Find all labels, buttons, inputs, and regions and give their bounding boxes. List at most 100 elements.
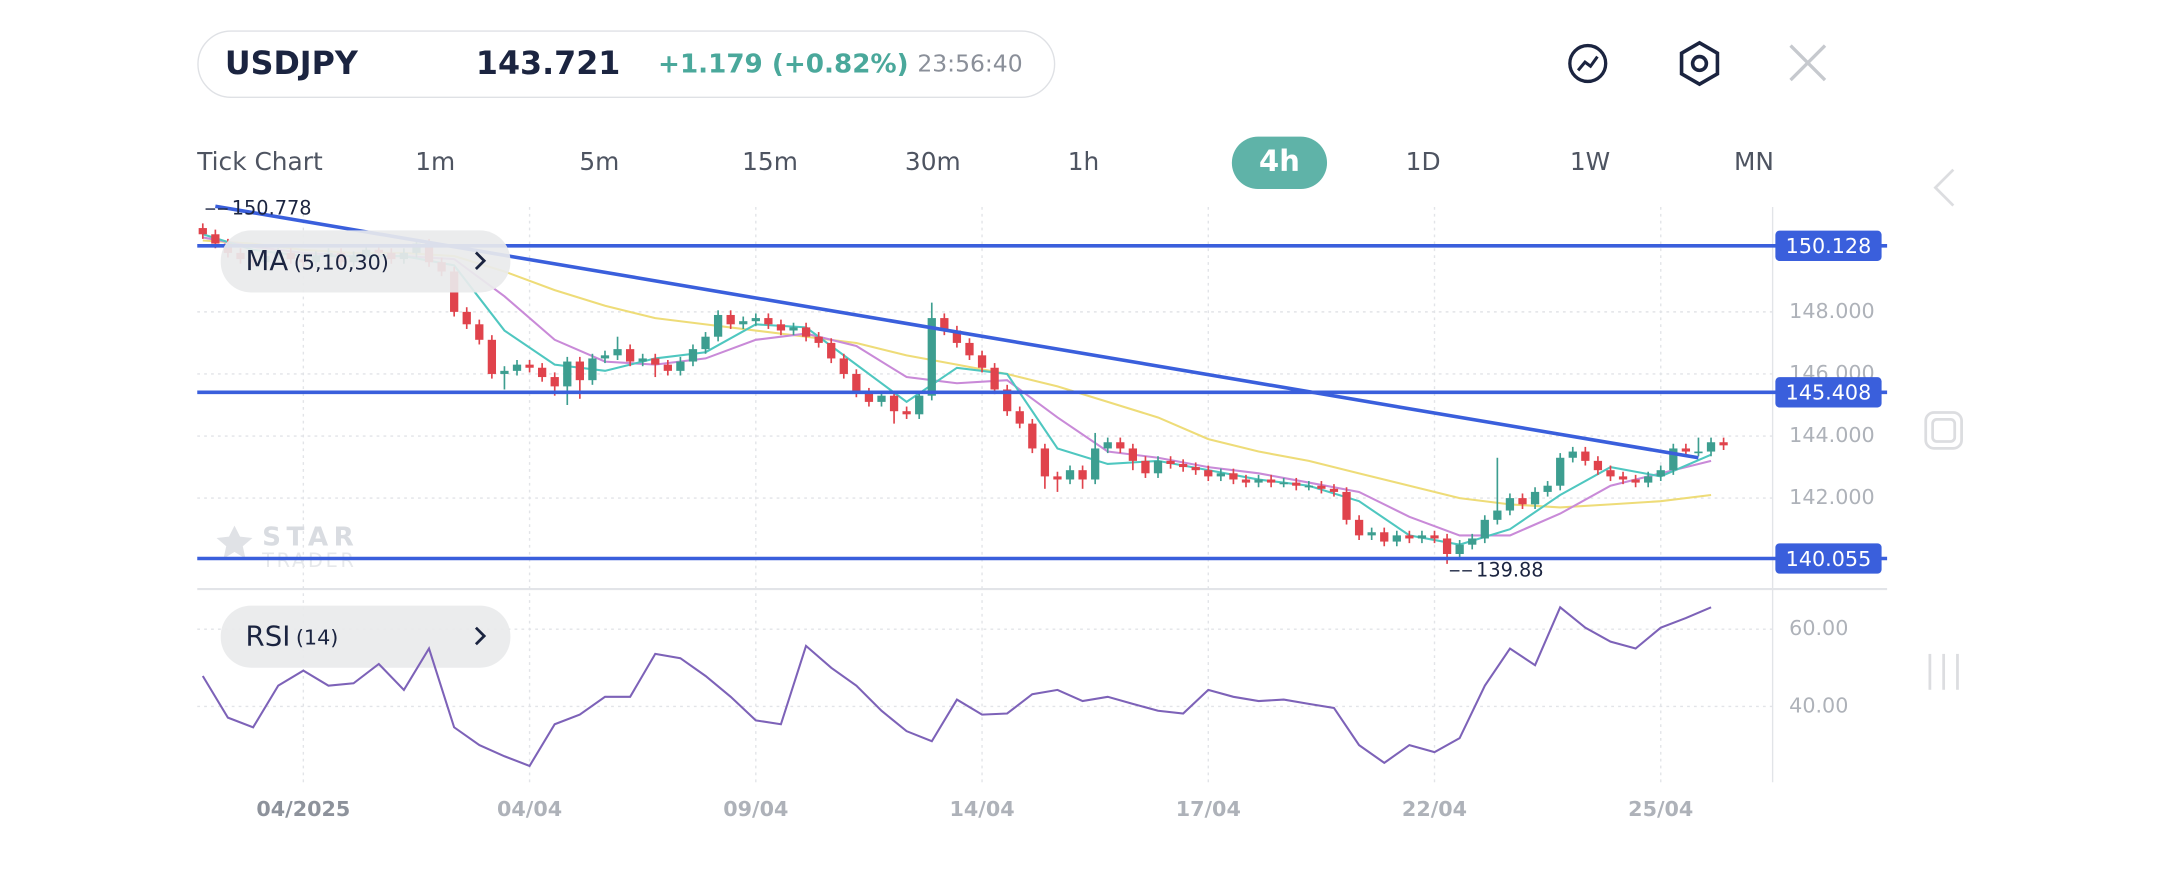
timeframe[interactable]: 1m [415, 147, 455, 176]
candle-body [1719, 442, 1728, 446]
indicator-name: MA [246, 244, 289, 277]
candle-body [1179, 463, 1188, 468]
candle-body [211, 234, 220, 244]
candle-body [1116, 442, 1125, 449]
timeframe-bar: Tick Chart 1m 5m 15m 30m 1h 4h 1D 1W MN [196, 136, 1774, 190]
candle-body [1392, 535, 1401, 542]
quote-bar [197, 30, 1056, 98]
candle-body [1493, 510, 1502, 520]
candle-body [1040, 448, 1050, 477]
candle-body [726, 314, 735, 325]
timeframe[interactable]: 1D [1406, 147, 1441, 176]
change: +1.179 (+0.82%) [658, 49, 909, 79]
candle-body [1166, 460, 1175, 464]
candle-body [827, 342, 836, 359]
candle-body [600, 355, 610, 359]
candle-body [1417, 535, 1427, 539]
active-timeframe-bg [1231, 136, 1328, 190]
time: 23:56:40 [917, 49, 1022, 77]
candle-body [688, 349, 698, 362]
x-tick-label: 09/04 [723, 797, 788, 821]
candle-body [1618, 476, 1628, 480]
candle-body [475, 324, 484, 340]
candle-body [1455, 544, 1464, 554]
candle-body [625, 349, 635, 362]
candle-body [1028, 423, 1037, 449]
indicator-pill[interactable] [220, 230, 511, 293]
candle-body [1442, 538, 1452, 554]
settings-button[interactable] [1679, 40, 1720, 87]
pill-chevron [474, 251, 487, 271]
candle-body [776, 324, 786, 331]
candle-body [1694, 451, 1703, 454]
candle-body [1128, 448, 1138, 461]
candle-body [1342, 491, 1351, 520]
chart: 04/2025 04/04 09/04 14/04 17/04 22/04 25/04 148… [197, 197, 1888, 821]
candle-body [1706, 442, 1716, 452]
candle-body [814, 336, 823, 343]
candle-body [839, 358, 848, 374]
candle-body [525, 364, 534, 368]
indicator-pill[interactable] [220, 605, 511, 668]
candle-body [801, 327, 811, 337]
candle-body [1317, 485, 1326, 489]
watermark: TRADER [261, 549, 357, 572]
symbol: USDJPY [225, 46, 359, 82]
indicator-button[interactable] [1568, 43, 1608, 84]
candle-body [1191, 467, 1200, 471]
candle-body [1153, 460, 1163, 474]
candle-body [965, 342, 974, 356]
candle-body [1015, 411, 1024, 424]
candle-body [852, 373, 861, 393]
candle-body [1644, 476, 1653, 483]
level-tag [1775, 377, 1882, 408]
candle-body [638, 358, 647, 362]
x-tick-label: 14/04 [949, 797, 1014, 821]
candle-body [613, 349, 622, 356]
candle-body [1480, 519, 1489, 539]
x-tick-label: 17/04 [1176, 797, 1241, 821]
candle-body [462, 311, 471, 325]
candle-body [1367, 532, 1376, 536]
timeframe[interactable]: Tick Chart [196, 147, 323, 176]
timeframe[interactable]: 30m [905, 147, 961, 176]
candle-body [676, 361, 685, 371]
candle-body [1581, 451, 1590, 461]
candle-body [588, 358, 597, 381]
candle-body [877, 395, 886, 402]
candle-body [1254, 479, 1263, 483]
candle-body [1279, 482, 1288, 485]
level-tag [1775, 543, 1882, 574]
candle-body [1204, 470, 1213, 477]
candle-body [1003, 389, 1012, 412]
candle-body [1354, 519, 1364, 536]
candle-body [1530, 491, 1540, 505]
candle-body [1518, 498, 1527, 505]
timeframe[interactable]: 5m [579, 147, 619, 176]
candle-body [1053, 476, 1062, 480]
candle-body [1606, 470, 1615, 477]
candle-body [1468, 538, 1477, 545]
candle-body [1380, 532, 1389, 542]
candle-body [1141, 460, 1150, 474]
timeframe[interactable]: 15m [742, 147, 798, 176]
candle-body [952, 330, 962, 343]
y-tick-label: 142.000 [1789, 485, 1875, 509]
timeframe[interactable]: 1W [1570, 147, 1610, 176]
close-button[interactable] [1789, 44, 1827, 82]
timeframe[interactable]: MN [1734, 147, 1774, 176]
candle-body [977, 355, 987, 368]
indicator-params: (5,10,30) [294, 251, 389, 275]
timeframe[interactable]: 1h [1068, 147, 1100, 176]
timeframe[interactable]: 4h [1259, 144, 1300, 178]
x-tick-label: 25/04 [1628, 797, 1693, 821]
level-label: 150.128 [1786, 234, 1872, 258]
candle-body [1229, 473, 1238, 480]
price: 143.721 [476, 46, 620, 82]
candle-body [1091, 448, 1100, 480]
x-tick-label: 22/04 [1402, 797, 1467, 821]
candle-body [1292, 482, 1301, 486]
x-tick-label: 04/2025 [256, 797, 350, 821]
candle-body [538, 367, 547, 378]
